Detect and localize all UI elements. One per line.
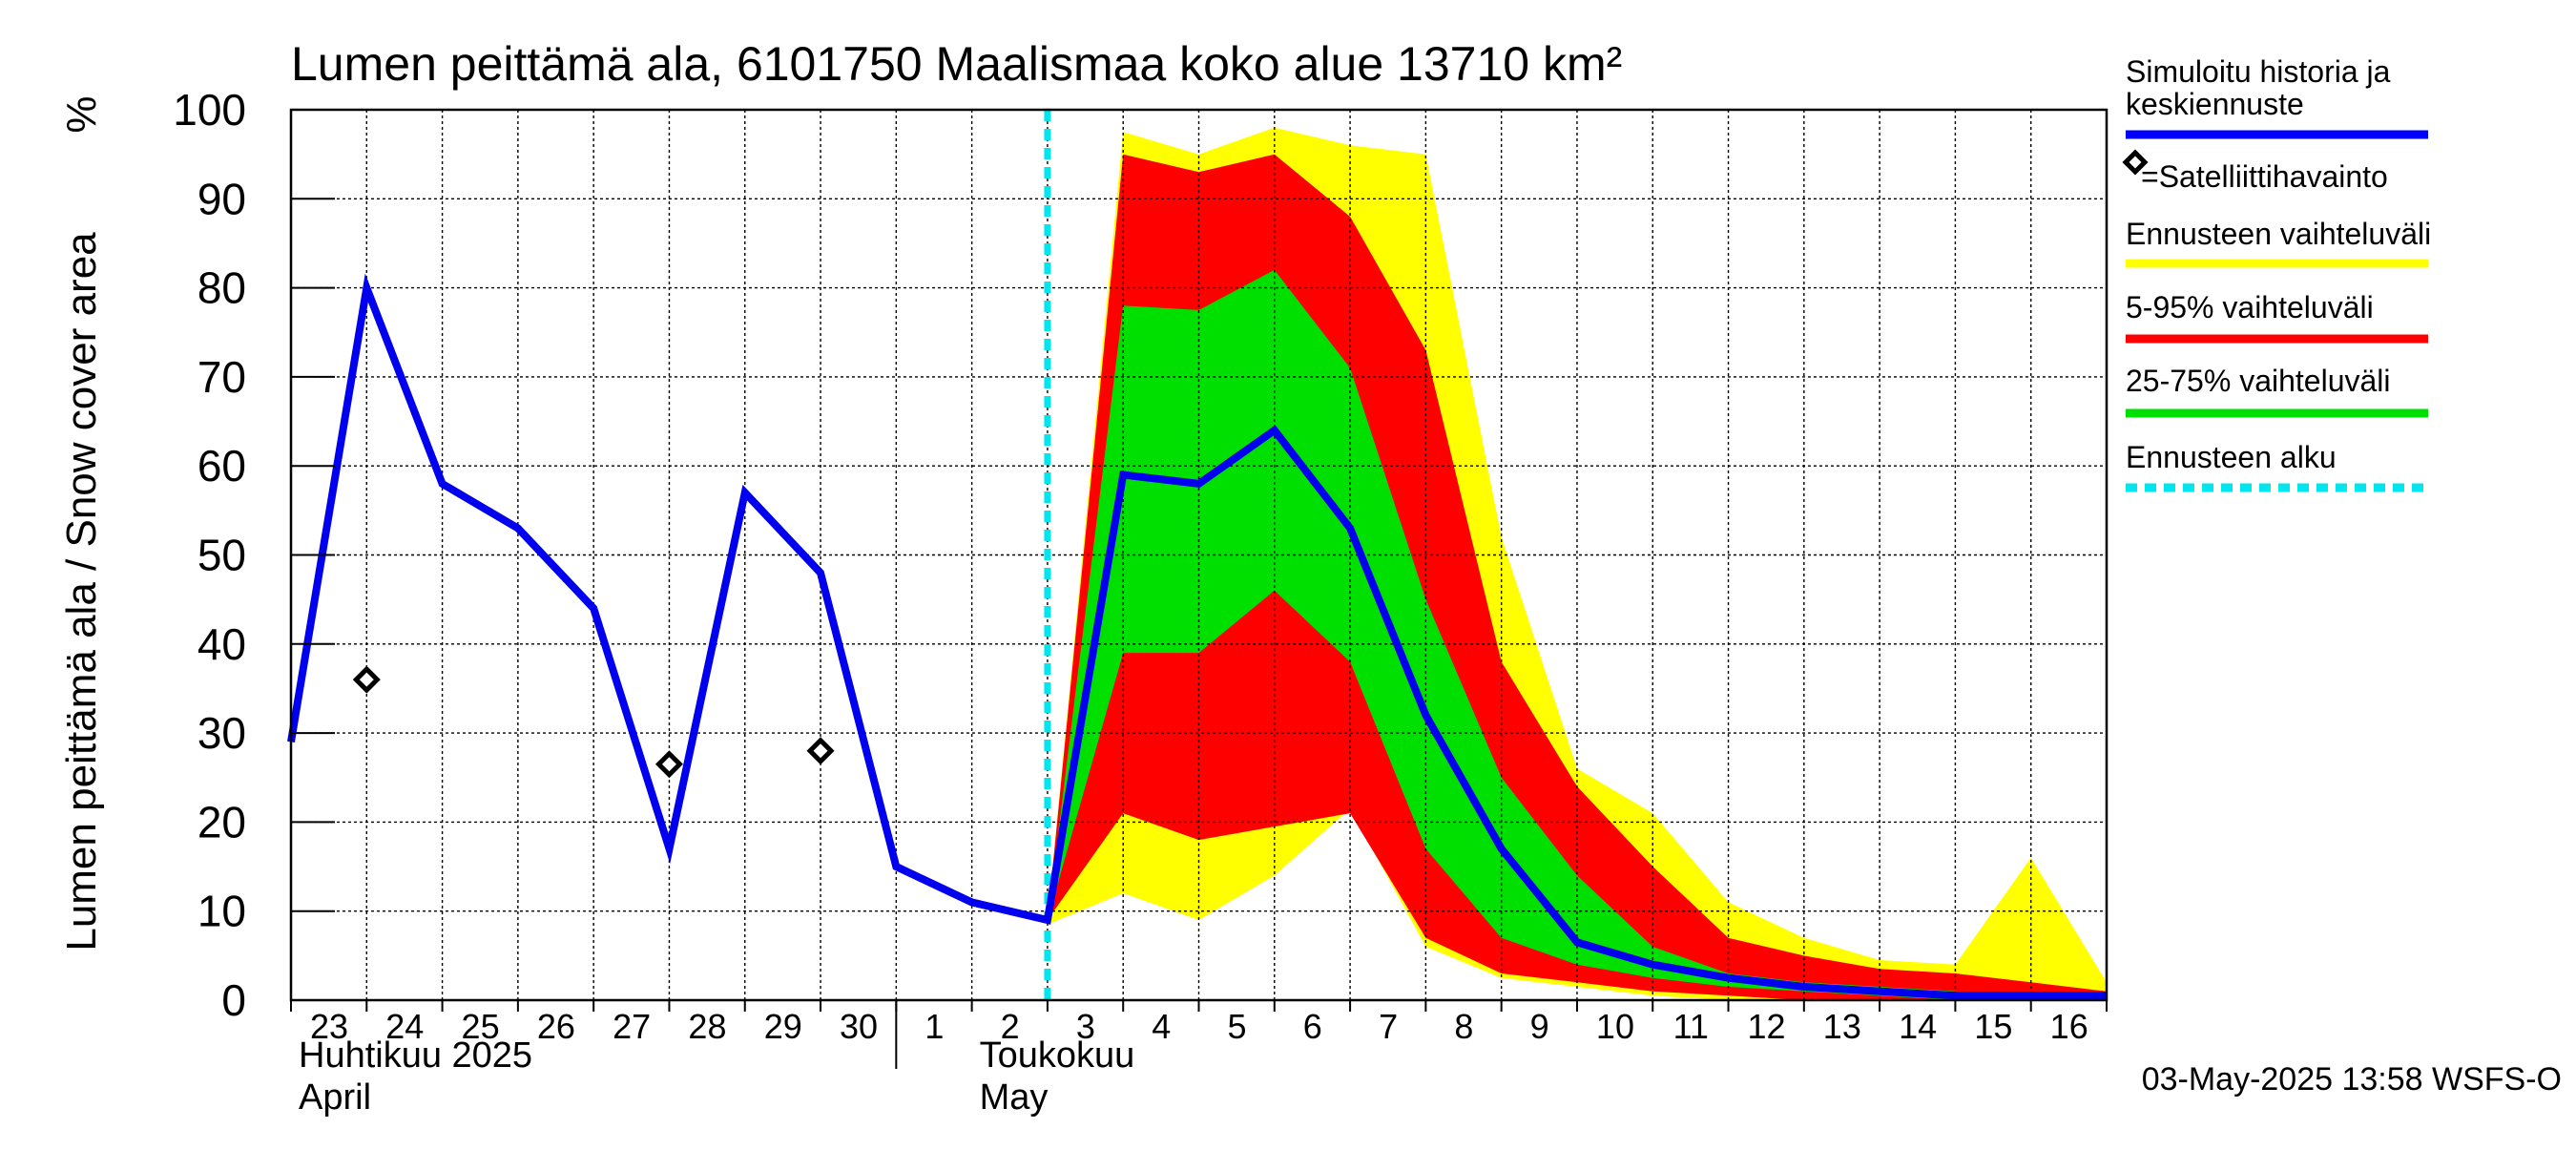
x-tick-label: 7 xyxy=(1379,1007,1398,1046)
x-tick-label: 4 xyxy=(1152,1007,1171,1046)
gridlines xyxy=(291,110,2107,1000)
month-label-en: April xyxy=(299,1077,371,1118)
band-25-75 xyxy=(1047,269,2107,1000)
x-tick-label: 11 xyxy=(1673,1007,1709,1046)
x-tick-label: 8 xyxy=(1454,1007,1473,1046)
satellite-observation xyxy=(806,737,835,765)
chart-title: Lumen peittämä ala, 6101750 Maalismaa ko… xyxy=(291,37,1622,91)
y-tick-label: 10 xyxy=(197,887,246,936)
legend-label-median: Simuloitu historia ja xyxy=(2126,54,2391,89)
x-tick-label: 6 xyxy=(1303,1007,1322,1046)
x-tick-label: 23 xyxy=(310,1007,348,1046)
x-tick-label: 3 xyxy=(1076,1007,1095,1046)
x-tick-label: 27 xyxy=(613,1007,651,1046)
month-label-fi: Toukokuu xyxy=(980,1035,1135,1076)
x-tick-label: 5 xyxy=(1227,1007,1246,1046)
y-axis-unit: % xyxy=(58,95,105,133)
y-tick-label: 60 xyxy=(197,441,246,491)
y-tick-label: 70 xyxy=(197,352,246,402)
month-label-en: May xyxy=(980,1077,1049,1118)
x-tick-label: 16 xyxy=(2050,1007,2088,1046)
x-tick-label: 1 xyxy=(924,1007,944,1046)
median-line xyxy=(287,273,2107,1000)
x-tick-label: 12 xyxy=(1748,1007,1786,1046)
x-tick-label: 2 xyxy=(1001,1007,1020,1046)
y-tick-label: 0 xyxy=(221,975,246,1025)
y-tick-label: 80 xyxy=(197,263,246,313)
x-tick-label: 14 xyxy=(1899,1007,1937,1046)
legend-label-median: keskiennuste xyxy=(2126,87,2304,121)
legend-swatch-satellite xyxy=(2122,149,2149,176)
legend-label-5-95: 5-95% vaihteluväli xyxy=(2126,290,2374,324)
y-tick-label: 100 xyxy=(173,85,246,135)
legend-label-25-75: 25-75% vaihteluväli xyxy=(2126,364,2391,398)
x-tick-label: 30 xyxy=(840,1007,878,1046)
y-tick-label: 90 xyxy=(197,174,246,223)
month-label-fi: Huhtikuu 2025 xyxy=(299,1035,532,1076)
legend-label-satellite: =Satelliittihavainto xyxy=(2141,159,2388,194)
footer-timestamp: 03-May-2025 13:58 WSFS-O xyxy=(2142,1061,2562,1098)
x-tick-label: 13 xyxy=(1823,1007,1861,1046)
y-tick-label: 20 xyxy=(197,797,246,847)
x-tick-label: 29 xyxy=(764,1007,802,1046)
x-tick-label: 25 xyxy=(462,1007,500,1046)
legend-label-forecast-start: Ennusteen alku xyxy=(2126,440,2337,474)
y-tick-label: 40 xyxy=(197,619,246,669)
y-tick-label: 50 xyxy=(197,531,246,580)
series-lines xyxy=(287,110,2107,1000)
y-axis-label: Lumen peittämä ala / Snow cover area xyxy=(58,232,105,951)
satellite-observation xyxy=(654,750,683,779)
y-tick-label: 30 xyxy=(197,708,246,758)
x-tick-label: 10 xyxy=(1596,1007,1634,1046)
x-tick-label: 28 xyxy=(688,1007,726,1046)
x-tick-label: 9 xyxy=(1530,1007,1549,1046)
forecast-bands xyxy=(1047,127,2107,1000)
x-tick-label: 24 xyxy=(385,1007,424,1046)
x-tick-label: 26 xyxy=(537,1007,575,1046)
x-tick-label: 15 xyxy=(1974,1007,2012,1046)
satellite-observation xyxy=(352,665,381,694)
legend-label-forecast-range: Ennusteen vaihteluväli xyxy=(2126,217,2431,251)
